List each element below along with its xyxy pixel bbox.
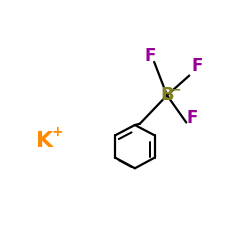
Text: F: F (191, 57, 202, 75)
Text: +: + (52, 125, 63, 139)
Text: K: K (36, 131, 53, 151)
Text: F: F (144, 47, 156, 65)
Text: F: F (186, 108, 198, 126)
Text: −: − (171, 84, 181, 96)
Text: B: B (160, 86, 174, 104)
